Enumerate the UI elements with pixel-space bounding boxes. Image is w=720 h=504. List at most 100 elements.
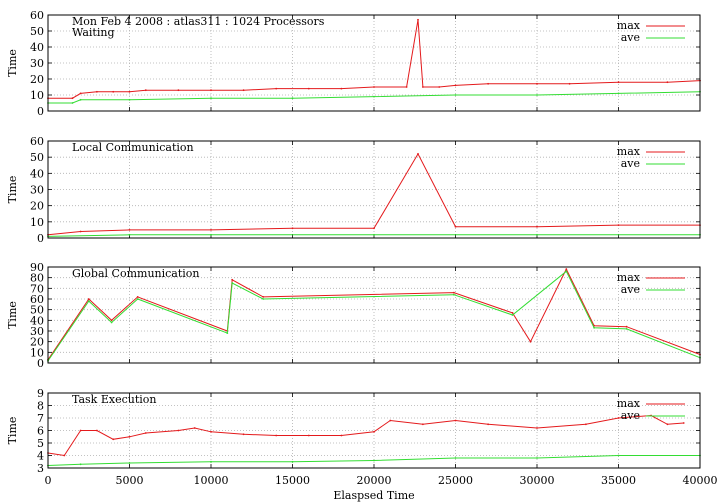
panel-label: Global Communication	[72, 267, 200, 280]
data-point-max	[536, 225, 538, 228]
plot-frame	[47, 392, 701, 469]
x-tick-label: 10000	[194, 474, 229, 487]
data-point-max	[307, 434, 310, 437]
y-axis-label: Time	[6, 417, 19, 445]
y-tick-label: 60	[30, 135, 44, 148]
data-point-max	[128, 229, 131, 231]
data-point-max	[275, 434, 278, 437]
y-tick-label: 50	[30, 25, 44, 38]
data-point-max	[565, 268, 568, 270]
data-point-ave	[87, 300, 90, 302]
legend-label-max: max	[617, 271, 641, 284]
data-point-max	[242, 89, 245, 92]
data-point-max	[373, 227, 375, 230]
y-tick-label: 50	[30, 304, 44, 317]
y-tick-label: 40	[30, 41, 44, 54]
y-tick-label: 40	[30, 167, 44, 180]
legend-label-ave: ave	[621, 157, 640, 170]
panel-2: 0 10 20 30 40 50 60 Time Local Communication maxa…	[6, 135, 701, 245]
data-point-max	[666, 81, 669, 84]
y-axis-label: Time	[6, 176, 19, 204]
data-point-ave	[454, 457, 457, 459]
y-tick-label: 0	[37, 357, 44, 370]
data-point-max	[438, 86, 441, 88]
data-point-ave	[262, 298, 265, 300]
data-point-max	[87, 298, 90, 300]
data-point-ave	[136, 298, 139, 300]
data-point-max	[617, 224, 620, 227]
data-point-max	[454, 419, 457, 422]
x-tick-label: 30000	[520, 474, 555, 487]
data-point-ave	[210, 97, 212, 100]
y-tick-label: 60	[30, 9, 44, 22]
data-point-max	[373, 86, 375, 88]
plot-frame	[47, 266, 701, 364]
data-point-max	[529, 340, 532, 343]
y-tick-label: 10	[30, 346, 44, 359]
data-point-max	[422, 423, 424, 426]
data-point-max	[536, 427, 538, 429]
data-point-max	[96, 429, 98, 432]
data-point-ave	[617, 454, 620, 457]
data-point-max	[568, 82, 571, 85]
data-point-ave	[373, 459, 375, 462]
data-point-ave	[565, 270, 568, 273]
y-tick-label: 20	[30, 200, 44, 213]
y-tick-label: 10	[30, 216, 44, 229]
data-point-ave	[128, 98, 131, 101]
data-point-max	[112, 438, 115, 441]
data-point-max	[63, 454, 66, 457]
data-point-max	[453, 291, 455, 294]
data-point-max	[417, 153, 419, 155]
data-point-ave	[536, 233, 538, 236]
panel-label: Waiting	[72, 26, 115, 39]
data-point-max	[617, 417, 620, 419]
data-point-max	[682, 422, 685, 424]
data-point-max	[242, 433, 245, 436]
data-point-max	[454, 225, 457, 228]
data-point-ave	[291, 460, 294, 463]
data-point-ave	[79, 98, 82, 101]
data-point-ave	[291, 97, 294, 100]
series-line-ave	[47, 270, 701, 362]
panel-label: Task Execution	[72, 393, 156, 406]
data-point-ave	[210, 460, 212, 463]
data-point-max	[617, 81, 620, 84]
y-tick-label: 0	[37, 232, 44, 245]
y-tick-label: 90	[30, 261, 44, 274]
x-axis-label: Elaspsed Time	[333, 489, 414, 502]
data-point-max	[291, 227, 294, 230]
data-point-max	[210, 430, 212, 433]
data-point-ave	[373, 233, 375, 236]
data-point-ave	[210, 233, 212, 236]
series-line-max	[47, 267, 701, 361]
x-tick-label: 25000	[438, 474, 473, 487]
data-point-ave	[373, 95, 375, 98]
data-point-ave	[231, 282, 234, 284]
x-tick-label: 15000	[275, 474, 310, 487]
data-point-max	[585, 423, 587, 426]
y-tick-label: 40	[30, 314, 44, 327]
series-line-ave	[47, 234, 700, 237]
data-point-max	[422, 86, 424, 88]
data-point-max	[128, 435, 131, 438]
data-point-max	[96, 90, 98, 93]
y-tick-label: 5	[37, 437, 44, 450]
data-point-max	[340, 434, 343, 437]
legend-label-max: max	[617, 19, 641, 32]
data-point-max	[511, 312, 514, 314]
data-point-max	[79, 92, 82, 95]
data-point-max	[666, 423, 669, 426]
y-tick-label: 50	[30, 151, 44, 164]
y-axis-label: Time	[6, 301, 19, 329]
y-tick-label: 10	[30, 89, 44, 102]
data-point-max	[536, 82, 538, 85]
plot-frame	[47, 140, 701, 239]
data-point-ave	[625, 328, 628, 330]
y-tick-label: 30	[30, 57, 44, 70]
y-tick-label: 4	[37, 450, 44, 463]
y-axis-label: Time	[6, 49, 19, 77]
data-point-ave	[511, 314, 514, 316]
